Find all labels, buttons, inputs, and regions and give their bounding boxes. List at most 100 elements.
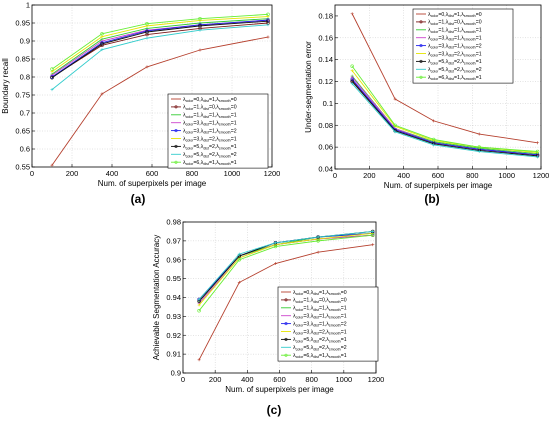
- data-point: [316, 235, 320, 239]
- panel-label: (b): [424, 192, 439, 206]
- x-tick-label: 800: [305, 375, 318, 384]
- legend-entry-2: λcolor=1,λdist=0,λsmooth=0: [428, 20, 482, 26]
- x-axis-label: Num. of superpixels per image: [225, 385, 334, 394]
- data-point: [100, 48, 104, 52]
- data-point: [197, 297, 201, 301]
- x-tick-label: 0: [30, 169, 34, 178]
- y-tick-label: 0.9: [171, 369, 181, 378]
- legend-entry-2: λcolor=1,λdist=0,λsmooth=0: [293, 298, 347, 304]
- legend-marker: [174, 129, 178, 133]
- data-point: [50, 88, 54, 92]
- data-point: [266, 23, 270, 27]
- y-tick-label: 0.65: [15, 127, 30, 136]
- legend-entry-6: λcolor=3,λdist=2,λsmooth=1: [293, 329, 347, 335]
- y-tick-label: 0.8: [20, 73, 30, 82]
- legend: λcolor=0,λdist=1,λsmooth=0 λcolor=1,λdist…: [412, 8, 514, 84]
- data-point: [393, 123, 397, 127]
- legend-marker: [284, 298, 288, 302]
- data-point: [316, 250, 320, 254]
- data-point: [432, 119, 436, 123]
- data-point: [50, 67, 54, 71]
- legend-box: [412, 8, 514, 84]
- y-tick-label: 0.92: [166, 331, 181, 340]
- data-point: [273, 241, 277, 245]
- legend-box: [167, 93, 269, 169]
- data-point: [477, 132, 481, 136]
- data-point: [198, 48, 202, 52]
- legend-entry-3: λcolor=1,λdist=1,λsmooth=1: [183, 113, 237, 119]
- x-tick-label: 0: [333, 171, 337, 180]
- y-tick-label: 0.75: [15, 91, 30, 100]
- x-tick-label: 600: [273, 375, 286, 384]
- data-point: [145, 22, 149, 26]
- x-tick-label: 600: [146, 169, 159, 178]
- series-line-5: [351, 79, 538, 156]
- series-line-9: [351, 65, 538, 152]
- x-tick-label: 1200: [264, 169, 281, 178]
- x-tick-label: 200: [363, 171, 376, 180]
- data-point: [371, 229, 375, 233]
- legend-entry-6: λcolor=3,λdist=2,λsmooth=1: [428, 51, 482, 57]
- y-tick-label: 0.16: [318, 33, 333, 42]
- data-point: [350, 69, 354, 73]
- data-point: [536, 155, 540, 159]
- data-point: [198, 24, 202, 28]
- series-line-5: [51, 19, 269, 78]
- legend-entry-8: λcolor=5,λdist=2,λsmooth=2: [428, 67, 482, 73]
- panel-b: 0 200 400 600 800 1000 1200 0.04 0.06 0.08 0.1 0.12…: [304, 4, 549, 206]
- x-tick-label: 400: [397, 171, 410, 180]
- data-point: [100, 35, 104, 39]
- legend: λcolor=0,λdist=1,λsmooth=0 λcolor=1,λdist…: [277, 286, 379, 362]
- legend-entry-7: λcolor=5,λdist=2,λsmooth=1: [293, 337, 347, 343]
- y-tick-label: 0.6: [20, 145, 30, 154]
- data-point: [316, 239, 320, 243]
- legend-entry-7: λcolor=5,λdist=2,λsmooth=1: [183, 144, 237, 150]
- y-tick-label: 0.06: [318, 143, 333, 152]
- legend-marker: [419, 75, 423, 79]
- data-point: [237, 280, 241, 284]
- data-point: [266, 12, 270, 17]
- legend-entry-5: λcolor=3,λdist=1,λsmooth=2: [428, 43, 482, 49]
- data-point: [477, 150, 481, 154]
- y-tick-label: 0.04: [318, 165, 333, 174]
- legend-entry-8: λcolor=5,λdist=2,λsmooth=2: [183, 152, 237, 158]
- y-tick-label: 1: [26, 1, 30, 10]
- legend-entry-4: λcolor=3,λdist=1,λsmooth=1: [183, 121, 237, 127]
- x-tick-label: 600: [432, 171, 445, 180]
- y-tick-label: 0.93: [166, 312, 181, 321]
- legend-entry-4: λcolor=3,λdist=1,λsmooth=1: [428, 36, 482, 42]
- legend-entry-9: λcolor=6,λdist=1,λsmooth=1: [293, 353, 347, 359]
- data-point: [266, 35, 270, 39]
- data-point: [393, 130, 397, 134]
- legend-entry-6: λcolor=3,λdist=2,λsmooth=1: [183, 136, 237, 142]
- y-tick-label: 0.55: [15, 163, 30, 172]
- x-tick-label: 400: [106, 169, 119, 178]
- data-point: [197, 358, 201, 362]
- x-axis-label: Num. of superpixels per image: [98, 179, 207, 188]
- legend: λcolor=0,λdist=1,λsmooth=0 λcolor=1,λdist…: [167, 93, 269, 169]
- legend-entry-1: λcolor=0,λdist=1,λsmooth=0: [183, 97, 237, 103]
- legend-marker: [174, 160, 178, 164]
- legend-marker: [419, 20, 423, 24]
- x-tick-label: 0: [181, 375, 185, 384]
- data-point: [198, 16, 202, 21]
- panel-label: (c): [267, 403, 282, 417]
- legend-entry-1: λcolor=0,λdist=1,λsmooth=0: [293, 290, 347, 296]
- x-axis-label: Num. of superpixels per image: [384, 181, 493, 190]
- data-point: [237, 258, 241, 262]
- x-tick-label: 1000: [224, 169, 241, 178]
- series-line-7: [51, 20, 269, 79]
- legend-entry-8: λcolor=5,λdist=2,λsmooth=2: [293, 345, 347, 351]
- legend-entry-9: λcolor=6,λdist=1,λsmooth=1: [183, 160, 237, 166]
- y-tick-label: 0.97: [166, 236, 181, 245]
- y-tick-label: 0.1: [323, 99, 333, 108]
- y-tick-label: 0.18: [318, 11, 333, 20]
- legend-marker: [419, 59, 423, 63]
- y-tick-label: 0.9: [20, 37, 30, 46]
- legend-marker: [284, 337, 288, 341]
- series-line-9: [51, 13, 269, 70]
- legend-entry-5: λcolor=3,λdist=1,λsmooth=2: [293, 321, 347, 327]
- legend-entry-3: λcolor=1,λdist=1,λsmooth=1: [428, 28, 482, 34]
- data-point: [100, 32, 104, 36]
